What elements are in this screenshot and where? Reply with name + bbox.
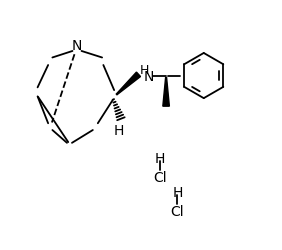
- Text: H: H: [140, 64, 149, 76]
- Text: Cl: Cl: [153, 170, 167, 184]
- Text: H: H: [155, 151, 165, 165]
- Text: N: N: [72, 39, 82, 53]
- Polygon shape: [116, 73, 140, 95]
- Polygon shape: [163, 78, 169, 107]
- Text: H: H: [113, 123, 124, 137]
- Text: H: H: [172, 185, 182, 199]
- Text: N: N: [144, 69, 155, 83]
- Text: Cl: Cl: [171, 204, 184, 218]
